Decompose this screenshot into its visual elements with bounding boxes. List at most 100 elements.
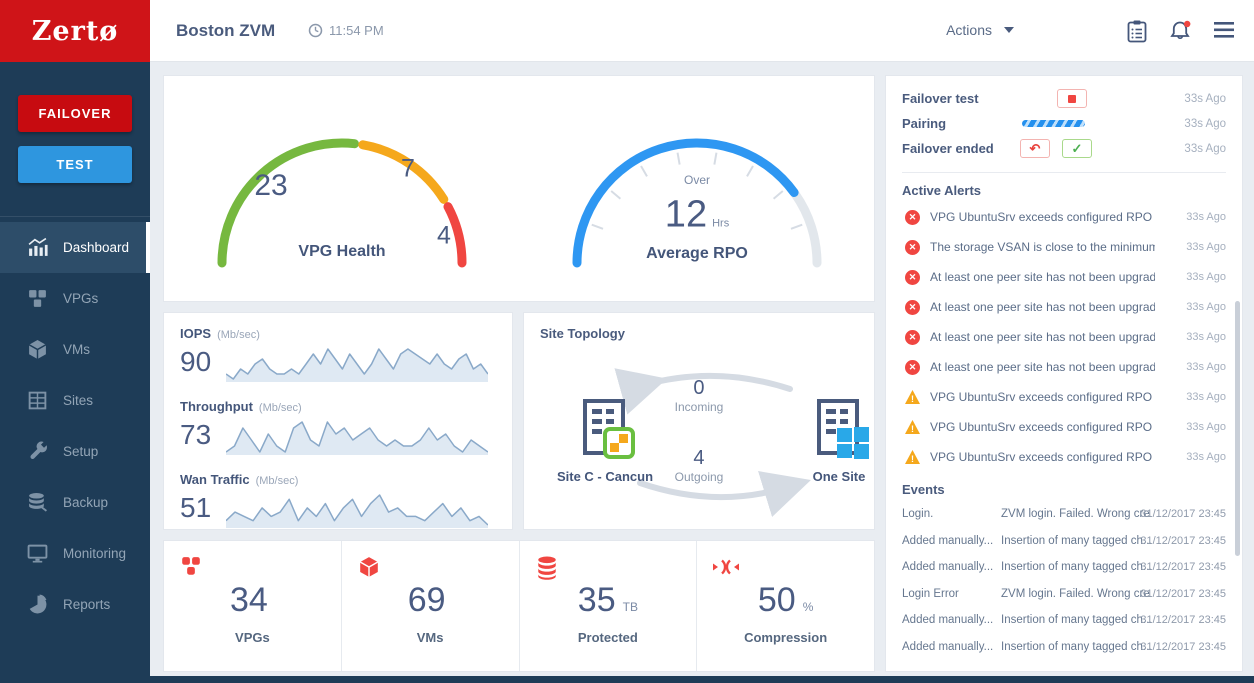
error-icon: ✕: [905, 209, 920, 225]
alert-row[interactable]: ! VPG UbuntuSrv exceeds configured RPO o…: [902, 382, 1226, 412]
vms-stat-label: VMs: [416, 630, 444, 645]
error-icon: ✕: [905, 329, 920, 345]
peer-site[interactable]: One Site: [784, 399, 894, 484]
menu-button[interactable]: [1212, 19, 1236, 46]
event-name: Added manually...: [902, 640, 994, 653]
pairing-progress-bar: [1022, 120, 1085, 127]
sidebar-item-setup[interactable]: Setup: [0, 426, 150, 477]
rpo-value-unit: Hrs: [712, 217, 730, 230]
vpg-cubes-icon: [182, 557, 200, 575]
wan-traffic-sparkline: [225, 488, 496, 528]
alert-row[interactable]: ✕ At least one peer site has not been up…: [902, 352, 1226, 382]
alert-time: 33s Ago: [1186, 211, 1226, 223]
test-button[interactable]: TEST: [18, 146, 132, 183]
alert-row[interactable]: ✕ VPG UbuntuSrv exceeds configured RPO o…: [902, 202, 1226, 232]
error-icon: ✕: [905, 239, 920, 255]
compression-stat-unit: %: [802, 600, 814, 614]
event-row[interactable]: Added manually... Insertion of many tagg…: [902, 607, 1226, 634]
sidebar: Zertø FAILOVER TEST Dashboard VPGs VMs S…: [0, 0, 150, 683]
task-label: Failover ended: [902, 141, 994, 156]
vpg-health-gauge: 23 7 4 VPG Health: [164, 76, 519, 303]
alert-time: 33s Ago: [1186, 451, 1226, 463]
event-name: Added manually...: [902, 534, 994, 547]
alert-time: 33s Ago: [1186, 361, 1226, 373]
alert-time: 33s Ago: [1186, 391, 1226, 403]
throughput-value: 73: [180, 419, 212, 450]
topology-arrows: [614, 368, 811, 517]
rpo-over-label: Over: [683, 173, 711, 187]
sidebar-item-vms[interactable]: VMs: [0, 324, 150, 375]
iops-value: 90: [180, 346, 212, 377]
panel-scrollbar[interactable]: [1235, 301, 1240, 556]
sidebar-item-sites[interactable]: Sites: [0, 375, 150, 426]
protected-stat-label: Protected: [577, 630, 638, 645]
throughput-label: Throughput: [180, 399, 253, 414]
vpgs-count: 34: [229, 581, 268, 619]
error-icon: ✕: [905, 359, 920, 375]
alert-text: The storage VSAN is close to the minimum…: [930, 240, 1155, 254]
sidebar-item-label: Dashboard: [63, 240, 130, 255]
task-list-button[interactable]: [1125, 19, 1149, 49]
event-name: Added manually...: [902, 614, 994, 627]
alert-row[interactable]: ! VPG UbuntuSrv exceeds configured RPO o…: [902, 442, 1226, 472]
sidebar-item-monitoring[interactable]: Monitoring: [0, 528, 150, 579]
vpg-health-warning-count: 7: [401, 154, 415, 183]
protected-stat[interactable]: 35 TB Protected: [518, 541, 697, 671]
compression-count: 50: [757, 581, 796, 619]
error-icon: ✕: [905, 299, 920, 315]
notifications-button[interactable]: [1168, 19, 1194, 50]
alert-row[interactable]: ! VPG UbuntuSrv exceeds configured RPO o…: [902, 412, 1226, 442]
confirm-task-button[interactable]: ✓: [1062, 139, 1092, 158]
site-topology-card: Site Topology 0 Incoming 4 Outgoing: [523, 312, 875, 530]
event-row[interactable]: Added manually... Insertion of many tagg…: [902, 554, 1226, 581]
actions-dropdown[interactable]: Actions: [946, 22, 1014, 38]
vpgs-stat[interactable]: 34 VPGs: [164, 541, 341, 671]
sidebar-item-label: Backup: [63, 495, 109, 510]
topology-diagram: 0 Incoming 4 Outgoing Site C - Cancun: [540, 341, 869, 521]
failover-button[interactable]: FAILOVER: [18, 95, 132, 132]
task-row-failover-test: Failover test 33s Ago: [902, 86, 1226, 111]
alert-text: At least one peer site has not been upgr…: [930, 330, 1155, 344]
active-alerts-title: Active Alerts: [902, 183, 981, 198]
compression-stat-label: Compression: [744, 630, 828, 645]
event-description: Insertion of many tagged ch...: [1001, 561, 1151, 574]
task-time: 33s Ago: [1184, 117, 1226, 130]
sidebar-item-label: Sites: [63, 393, 94, 408]
zerto-logo-text: Zertø: [31, 15, 119, 47]
alert-row[interactable]: ✕ At least one peer site has not been up…: [902, 292, 1226, 322]
storage-icon: [537, 556, 556, 580]
sidebar-item-dashboard[interactable]: Dashboard: [0, 222, 150, 273]
event-row[interactable]: Login. ZVM login. Failed. Wrong cre... 3…: [902, 501, 1226, 528]
sidebar-item-reports[interactable]: Reports: [0, 579, 150, 630]
alert-row[interactable]: ✕ At least one peer site has not been up…: [902, 262, 1226, 292]
site-topology-title: Site Topology: [540, 326, 625, 341]
event-timestamp: 31/12/2017 23:45: [1140, 534, 1226, 547]
alert-text: At least one peer site has not been upgr…: [930, 300, 1155, 314]
incoming-count: 0: [693, 377, 705, 399]
sidebar-item-backup[interactable]: Backup: [0, 477, 150, 528]
local-site[interactable]: Site C - Cancun: [550, 399, 660, 484]
bell-icon: [1170, 20, 1191, 39]
alert-row[interactable]: ✕ The storage VSAN is close to the minim…: [902, 232, 1226, 262]
bar-chart-icon: [28, 237, 48, 256]
event-row[interactable]: Added manually... Insertion of many tagg…: [902, 634, 1226, 661]
compression-icon: [713, 559, 740, 575]
event-timestamp: 31/12/2017 23:45: [1140, 561, 1226, 574]
sidebar-item-label: VMs: [63, 342, 90, 357]
vms-stat[interactable]: 69 VMs: [340, 541, 519, 671]
event-row[interactable]: Added manually... Insertion of many tagg…: [902, 528, 1226, 555]
undo-icon: ↶: [1029, 140, 1041, 156]
page-title: Boston ZVM: [176, 21, 276, 40]
stop-task-button[interactable]: [1057, 89, 1087, 108]
vms-count: 69: [407, 581, 446, 619]
event-row[interactable]: Login Error ZVM login. Failed. Wrong cre…: [902, 581, 1226, 608]
compression-stat[interactable]: 50% Compression: [696, 541, 874, 671]
alert-row[interactable]: ✕ At least one peer site has not been up…: [902, 322, 1226, 352]
incoming-label: Incoming: [674, 400, 724, 414]
alert-text: At least one peer site has not been upgr…: [930, 360, 1155, 374]
check-icon: ✓: [1071, 140, 1083, 156]
undo-task-button[interactable]: ↶: [1020, 139, 1050, 158]
sidebar-item-vpgs[interactable]: VPGs: [0, 273, 150, 324]
sites-grid-icon: [28, 391, 47, 410]
